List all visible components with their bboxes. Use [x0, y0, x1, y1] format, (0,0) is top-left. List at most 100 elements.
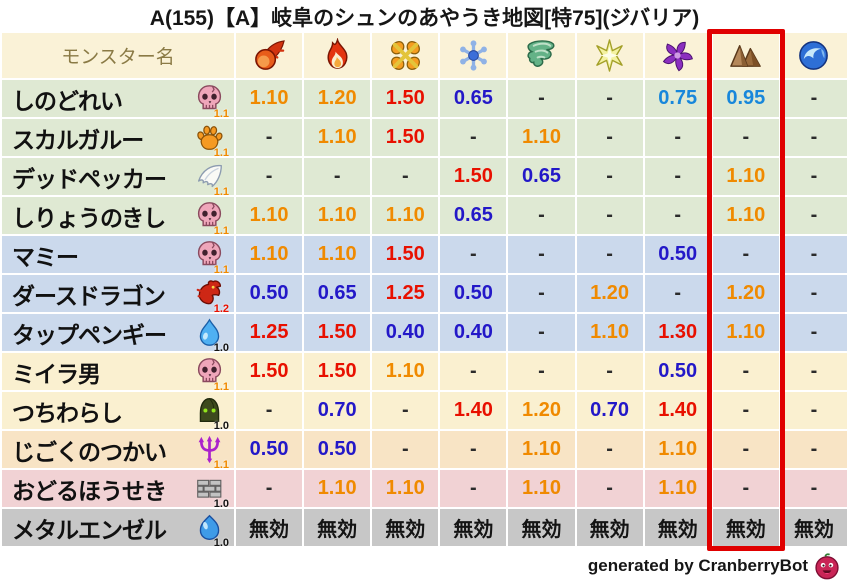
- resistance-value: 無効: [236, 509, 303, 546]
- resistance-value: 1.10: [712, 197, 779, 234]
- resistance-value: -: [780, 275, 847, 312]
- flame-icon: [320, 38, 355, 73]
- resistance-value: 1.20: [508, 392, 575, 429]
- resistance-value: -: [644, 197, 711, 234]
- resistance-value: 1.50: [372, 236, 439, 273]
- resistance-value: 1.10: [712, 314, 779, 351]
- monster-name: じごくのつかい: [12, 438, 167, 465]
- monster-name: メタルエンゼル: [12, 516, 167, 543]
- resistance-value: 1.50: [304, 314, 371, 351]
- monster-name: ダースドラゴン: [12, 282, 166, 309]
- monster-row-demon-trident: じごくのつかい 1.1: [2, 431, 234, 471]
- monster-row-brick-wall: おどるほうせき 1.0: [2, 470, 234, 510]
- page-title: A(155)【A】岐阜のシュンのあやうき地図[特75](ジバリア): [149, 7, 700, 30]
- cross-burst-icon: [388, 38, 423, 73]
- resistance-value: 無効: [508, 509, 575, 546]
- resistance-value: 1.10: [236, 80, 303, 117]
- monster-row-dragon: ダースドラゴン 1.2: [2, 275, 234, 315]
- resistance-value: 0.50: [304, 431, 371, 468]
- resistance-value: -: [780, 392, 847, 429]
- resistance-value: -: [576, 80, 643, 117]
- resistance-value: 1.10: [372, 470, 439, 507]
- resistance-table: モンスター名 しのどれい 1.1 1.10 1.20 1.50 0.65- -0.75 0.9…: [2, 29, 847, 551]
- resistance-value: 1.10: [372, 197, 439, 234]
- resistance-value: 0.50: [440, 275, 507, 312]
- nature-hood-icon: 1.0: [195, 396, 229, 432]
- monster-name: おどるほうせき: [12, 477, 167, 504]
- family-multiplier-badge: 1.1: [213, 186, 229, 198]
- family-multiplier-badge: 1.0: [213, 342, 229, 354]
- resistance-value: -: [508, 80, 575, 117]
- resistance-value: 1.20: [576, 275, 643, 312]
- resistance-value: -: [780, 470, 847, 507]
- resistance-value: -: [440, 236, 507, 273]
- element-column-header-mountain: [712, 33, 779, 78]
- beast-paw-icon: 1.1: [195, 123, 229, 159]
- family-multiplier-badge: 1.1: [213, 147, 229, 159]
- monster-row-water-drop: タップペンギー 1.0: [2, 314, 234, 354]
- resistance-value: 1.10: [304, 470, 371, 507]
- slime-icon: 1.0: [195, 513, 229, 549]
- resistance-value: 1.10: [576, 314, 643, 351]
- resistance-value: -: [440, 353, 507, 390]
- family-multiplier-badge: 1.1: [213, 108, 229, 120]
- monster-row-nature-hood: つちわらし 1.0: [2, 392, 234, 432]
- resistance-value: 0.65: [304, 275, 371, 312]
- resistance-value: -: [712, 353, 779, 390]
- resistance-value: 1.30: [644, 314, 711, 351]
- resistance-value: -: [780, 431, 847, 468]
- brick-wall-icon: 1.0: [195, 474, 229, 510]
- monster-row-bird-wing: デッドペッカー 1.1: [2, 158, 234, 198]
- resistance-value: 1.10: [508, 119, 575, 156]
- monster-row-zombie-skull: マミー 1.1: [2, 236, 234, 276]
- resistance-value: 0.50: [644, 353, 711, 390]
- resistance-value: -: [372, 158, 439, 195]
- monster-row-zombie-skull: しのどれい 1.1: [2, 80, 234, 120]
- resistance-value: -: [236, 119, 303, 156]
- resistance-value: 0.75: [644, 80, 711, 117]
- resistance-value: -: [712, 236, 779, 273]
- resistance-value: -: [644, 275, 711, 312]
- resistance-value: -: [304, 158, 371, 195]
- resistance-value: 1.50: [440, 158, 507, 195]
- resistance-value: -: [508, 353, 575, 390]
- resistance-value: 1.10: [644, 431, 711, 468]
- monster-name-header: モンスター名: [2, 33, 234, 78]
- resistance-value: 1.40: [644, 392, 711, 429]
- monster-row-beast-paw: スカルガルー 1.1: [2, 119, 234, 159]
- resistance-value: 0.50: [236, 431, 303, 468]
- monster-name: デッドペッカー: [12, 165, 167, 192]
- monster-name: ミイラ男: [12, 360, 101, 387]
- resistance-value: 1.10: [236, 197, 303, 234]
- resistance-value: 1.10: [304, 119, 371, 156]
- resistance-value: 1.10: [236, 236, 303, 273]
- resistance-value: 0.40: [440, 314, 507, 351]
- resistance-value: 無効: [440, 509, 507, 546]
- element-column-header-star: [576, 33, 643, 78]
- family-multiplier-badge: 1.1: [213, 381, 229, 393]
- zombie-skull-icon: 1.1: [195, 84, 229, 120]
- resistance-value: 0.40: [372, 314, 439, 351]
- resistance-value: 1.20: [304, 80, 371, 117]
- snowflake-icon: [456, 38, 491, 73]
- resistance-value: 1.10: [712, 158, 779, 195]
- resistance-value: 0.70: [304, 392, 371, 429]
- resistance-value: 無効: [780, 509, 847, 546]
- resistance-value: -: [780, 314, 847, 351]
- resistance-value: 1.10: [508, 470, 575, 507]
- family-multiplier-badge: 1.0: [213, 537, 229, 549]
- footer-credit: generated by CranberryBot: [587, 556, 808, 575]
- monster-row-zombie-skull: しりょうのきし 1.1: [2, 197, 234, 237]
- resistance-value: -: [712, 119, 779, 156]
- resistance-value: 0.65: [440, 197, 507, 234]
- resistance-value: -: [508, 197, 575, 234]
- monster-name: タップペンギー: [12, 321, 167, 348]
- resistance-value: -: [712, 392, 779, 429]
- resistance-value: 1.10: [304, 197, 371, 234]
- resistance-value: 1.50: [372, 119, 439, 156]
- resistance-value: 1.20: [712, 275, 779, 312]
- monster-name: スカルガルー: [12, 126, 144, 153]
- cranberry-icon: [813, 552, 841, 580]
- zombie-skull-icon: 1.1: [195, 201, 229, 237]
- water-drop-icon: 1.0: [195, 318, 229, 354]
